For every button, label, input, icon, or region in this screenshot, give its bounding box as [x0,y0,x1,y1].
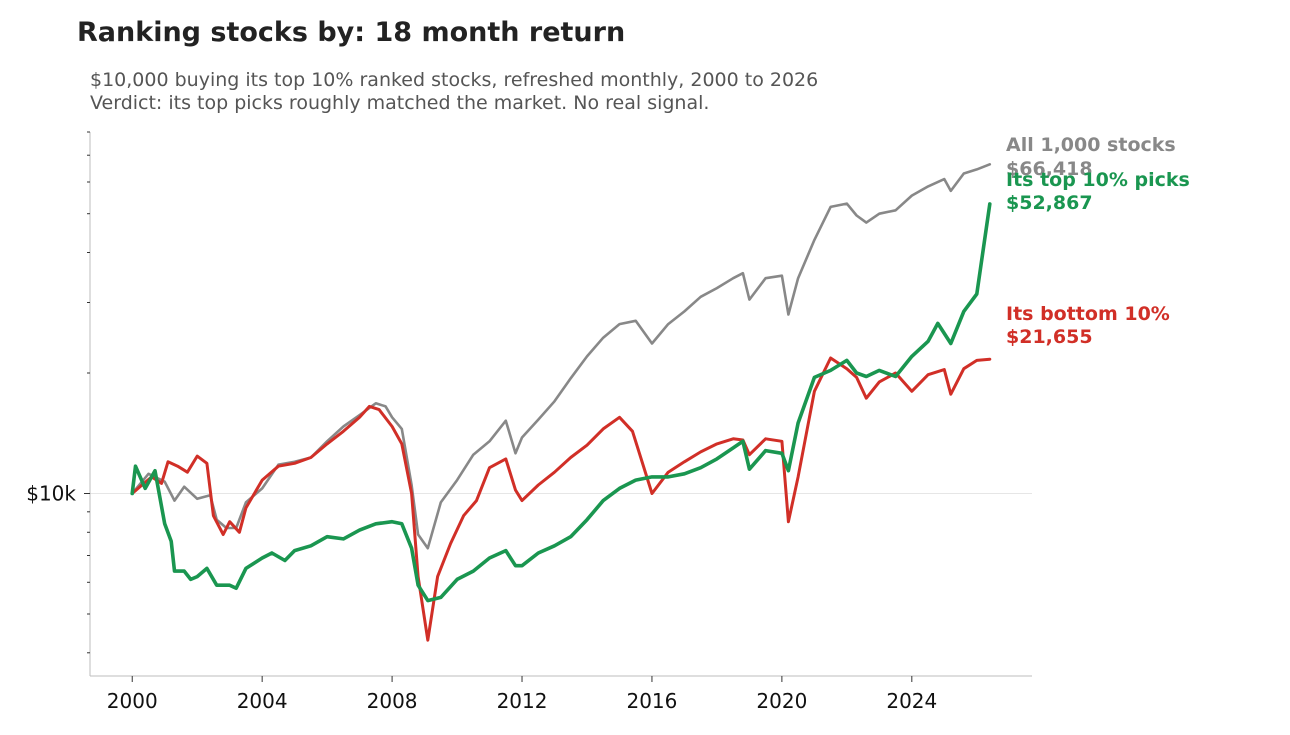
end-label-its-top-10-picks: Its top 10% picks$52,867 [1006,169,1190,214]
series-name-label: All 1,000 stocks [1006,134,1176,156]
x-tick-label: 2024 [886,689,937,713]
x-tick-label: 2000 [107,689,158,713]
x-tick-label: 2008 [367,689,418,713]
series-value-label: $52,867 [1006,192,1093,214]
chart-subtitle: $10,000 buying its top 10% ranked stocks… [90,69,818,115]
series-name-label: Its top 10% picks [1006,169,1190,191]
x-tick-label: 2020 [756,689,807,713]
series-value-label: $66,418 [1006,158,1093,180]
y-tick-label: $10k [26,481,76,505]
axis-layer: $10k 2000 2004 2008 2012 2016 2020 2024 [26,131,1032,713]
subtitle-line-2: Verdict: its top picks roughly matched t… [90,92,710,114]
subtitle-line-1: $10,000 buying its top 10% ranked stocks… [90,69,819,91]
x-tick-label: 2016 [626,689,677,713]
chart-title: Ranking stocks by: 18 month return [77,17,626,48]
series-value-label: $21,655 [1006,326,1093,348]
series-line-all-1-000-stocks [130,163,992,550]
end-label-its-bottom-10: Its bottom 10%$21,655 [1006,303,1170,348]
series-layer [130,163,992,642]
series-line-its-top-10-picks [130,202,992,603]
end-label-all-1-000-stocks: All 1,000 stocks$66,418 [1006,134,1176,180]
series-line-its-bottom-10 [130,356,992,642]
x-tick-label: 2004 [237,689,288,713]
x-tick-label: 2012 [497,689,548,713]
series-name-label: Its bottom 10% [1006,303,1170,325]
